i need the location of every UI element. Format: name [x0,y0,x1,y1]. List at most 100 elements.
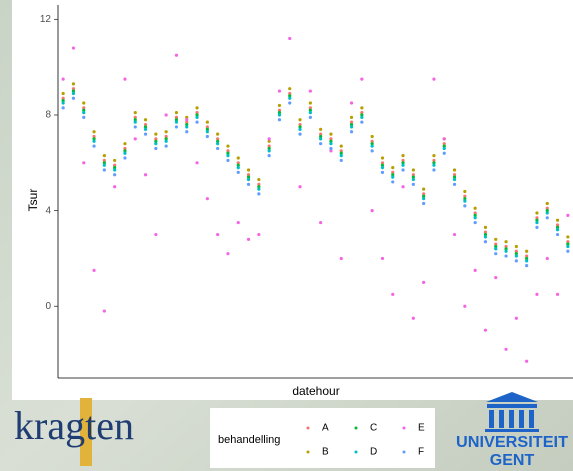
point [246,175,251,179]
point [102,161,106,165]
point [308,106,312,110]
point [504,347,508,351]
point [174,53,179,57]
point [411,168,415,172]
point [277,103,282,108]
point [164,113,168,117]
logo-column [489,410,494,428]
point [185,122,189,127]
point [174,120,179,124]
point [504,249,508,253]
point [401,168,405,172]
point [246,168,251,172]
point [164,134,168,139]
point [319,220,323,225]
point [566,235,570,239]
y-tick-label: 12 [40,14,52,25]
point [277,108,282,112]
point [113,173,117,177]
point [329,137,333,141]
point [525,264,529,268]
point [535,216,539,220]
point [483,235,488,239]
point [525,359,529,363]
point [267,154,271,158]
point [411,173,415,177]
point [391,292,395,296]
point [535,220,539,225]
point [143,122,148,127]
point [195,161,199,165]
legend-label: B [322,447,329,458]
point [380,163,385,167]
point [504,247,508,251]
point [319,132,323,136]
point [319,137,323,141]
point [298,132,302,136]
point [525,256,529,261]
point [288,87,292,91]
point [174,110,179,115]
point [267,137,271,141]
point [339,151,343,155]
logo-text: GENT [490,452,535,469]
point [504,254,508,258]
point [370,142,374,146]
point [514,252,518,256]
point [380,165,385,170]
point [216,132,220,136]
point [236,165,240,170]
point [288,36,292,41]
point [257,192,261,196]
legend-label: D [370,447,377,458]
logo-column [529,410,534,428]
point [226,252,230,256]
point [308,108,312,112]
point [504,244,508,249]
point [566,249,570,253]
point [514,244,518,249]
point [442,137,446,141]
point [473,206,477,210]
point [267,146,271,151]
point [452,182,457,186]
y-axis-title: Tsur [26,189,40,212]
point [205,197,209,201]
point [308,115,312,119]
point [236,161,240,165]
point [339,158,343,163]
point [370,134,374,139]
point [463,199,467,203]
point [442,146,446,151]
point [452,168,457,172]
point [525,259,529,263]
point [113,163,117,167]
point [535,292,539,296]
point [185,130,189,134]
point [133,118,137,122]
point [236,220,240,225]
point [514,254,518,258]
point [422,280,426,284]
point [525,254,529,258]
point [329,142,333,146]
point [391,175,395,179]
point [61,106,65,110]
point [185,120,189,124]
point [360,110,364,115]
point [483,230,488,234]
point [61,101,65,105]
point [133,125,137,129]
y-tick-label: 4 [45,205,51,216]
legend-title: behandelling [218,434,280,446]
point [473,216,477,220]
point [535,211,539,215]
legend-key [354,426,358,430]
point [267,139,271,143]
point [494,247,498,251]
point [380,156,385,160]
point [555,223,560,227]
point [555,232,560,237]
point [442,142,446,146]
point [473,220,477,225]
